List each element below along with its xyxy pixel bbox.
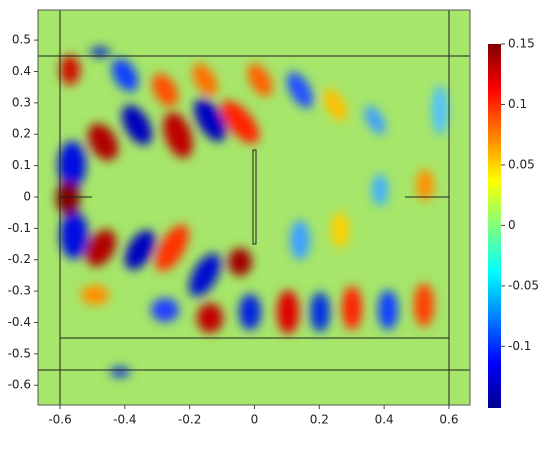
y-tick-label: 0.5: [12, 33, 31, 47]
y-tick-label: 0.1: [12, 158, 31, 172]
y-tick-label: 0.2: [12, 127, 31, 141]
colorbar-tick-label: 0: [508, 218, 516, 232]
y-tick-label: -0.3: [8, 284, 31, 298]
x-tick-label: 0.6: [439, 413, 458, 427]
y-tick-label: -0.5: [8, 346, 31, 360]
colorbar-tick-label: 0.15: [508, 37, 535, 51]
colorbar-tick-label: 0.1: [508, 97, 527, 111]
x-tick-label: 0.4: [375, 413, 394, 427]
colorbar-tick-label: -0.05: [508, 278, 539, 292]
y-tick-label: 0: [23, 189, 31, 203]
colorbar: [488, 44, 501, 408]
y-tick-label: 0.3: [12, 95, 31, 109]
x-tick-label: -0.6: [48, 413, 71, 427]
x-tick-label: 0.2: [310, 413, 329, 427]
colorbar-tick-label: -0.1: [508, 339, 531, 353]
x-tick-label: 0: [251, 413, 259, 427]
y-tick-label: -0.6: [8, 378, 31, 392]
y-tick-label: -0.2: [8, 252, 31, 266]
field: [38, 10, 470, 405]
x-tick-label: -0.4: [113, 413, 136, 427]
colorbar-tick-label: 0.05: [508, 157, 535, 171]
y-tick-label: -0.4: [8, 315, 31, 329]
x-tick-label: -0.2: [178, 413, 201, 427]
y-tick-label: -0.1: [8, 221, 31, 235]
y-tick-label: 0.4: [12, 64, 31, 78]
